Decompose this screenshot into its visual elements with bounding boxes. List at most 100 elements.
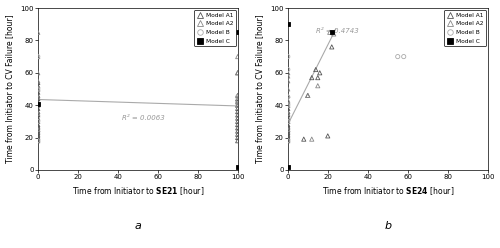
Point xyxy=(234,135,241,139)
Point xyxy=(284,103,292,107)
Point xyxy=(34,132,42,136)
Point xyxy=(34,119,42,123)
Point xyxy=(284,74,292,78)
Point xyxy=(234,93,241,97)
Point xyxy=(326,30,334,34)
Point xyxy=(284,135,292,139)
Point xyxy=(34,129,42,133)
Point xyxy=(34,119,42,123)
Point xyxy=(34,55,42,59)
Point xyxy=(284,119,292,123)
Point xyxy=(234,98,241,102)
Point xyxy=(284,123,292,126)
Point xyxy=(284,113,292,117)
Point xyxy=(234,165,241,169)
Point xyxy=(234,126,241,130)
Point xyxy=(34,81,42,85)
Point xyxy=(34,71,42,75)
Point xyxy=(284,124,292,128)
Point xyxy=(34,87,42,91)
Point xyxy=(34,100,42,104)
Point xyxy=(394,55,402,59)
Point xyxy=(314,76,322,80)
Point xyxy=(328,45,336,49)
X-axis label: Time from Initiator to $\mathbf{SE24}$ [hour]: Time from Initiator to $\mathbf{SE24}$ [… xyxy=(322,186,454,197)
Point xyxy=(330,32,338,36)
Point xyxy=(234,30,241,34)
Point xyxy=(300,137,308,141)
Point xyxy=(34,137,42,141)
Point xyxy=(284,119,292,123)
Text: R² = 0.4743: R² = 0.4743 xyxy=(316,28,358,34)
Point xyxy=(284,139,292,143)
Point xyxy=(34,101,42,105)
Point xyxy=(234,116,241,120)
Point xyxy=(234,139,241,143)
Point xyxy=(34,93,42,97)
Point xyxy=(304,93,312,97)
Legend: Model A1, Model A2, Model B, Model C: Model A1, Model A2, Model B, Model C xyxy=(194,10,236,46)
Point xyxy=(34,106,42,110)
Point xyxy=(34,87,42,91)
Point xyxy=(284,126,292,130)
Point xyxy=(34,123,42,126)
Point xyxy=(34,95,42,99)
Point xyxy=(284,103,292,107)
Point xyxy=(400,55,407,59)
Point xyxy=(34,131,42,135)
Point xyxy=(324,134,332,138)
Point xyxy=(34,124,42,128)
Point xyxy=(284,22,292,26)
X-axis label: Time from Initiator to $\mathbf{SE21}$ [hour]: Time from Initiator to $\mathbf{SE21}$ [… xyxy=(72,186,204,197)
Point xyxy=(284,116,292,120)
Point xyxy=(284,110,292,114)
Point xyxy=(284,98,292,102)
Point xyxy=(284,129,292,133)
Point xyxy=(34,30,42,34)
Point xyxy=(34,113,42,117)
Point xyxy=(316,71,324,75)
Point xyxy=(34,135,42,139)
Point xyxy=(34,127,42,131)
Point xyxy=(34,79,42,83)
Point xyxy=(284,95,292,99)
Point xyxy=(308,137,316,141)
Point xyxy=(284,134,292,138)
Y-axis label: Time from Initiator to CV Failure [hour]: Time from Initiator to CV Failure [hour] xyxy=(256,15,264,163)
Point xyxy=(234,97,241,101)
Point xyxy=(234,71,241,75)
Y-axis label: Time from Initiator to CV Failure [hour]: Time from Initiator to CV Failure [hour] xyxy=(6,15,15,163)
Point xyxy=(234,103,241,107)
Point xyxy=(234,103,241,107)
Point xyxy=(308,76,316,80)
Point xyxy=(34,134,42,138)
Point xyxy=(284,106,292,110)
Point xyxy=(34,84,42,88)
Point xyxy=(34,111,42,115)
Point xyxy=(34,139,42,143)
Point xyxy=(234,110,241,114)
Legend: Model A1, Model A2, Model B, Model C: Model A1, Model A2, Model B, Model C xyxy=(444,10,486,46)
Point xyxy=(284,165,292,169)
Point xyxy=(328,30,336,34)
Point xyxy=(34,90,42,94)
Point xyxy=(284,67,292,71)
Point xyxy=(234,100,241,104)
Point xyxy=(314,84,322,88)
Point xyxy=(234,113,241,117)
Text: b: b xyxy=(384,221,392,231)
Point xyxy=(234,93,241,97)
Point xyxy=(34,87,42,91)
Point xyxy=(284,139,292,143)
Point xyxy=(34,127,42,131)
Point xyxy=(284,132,292,136)
Point xyxy=(304,93,312,97)
Text: R² = 0.0063: R² = 0.0063 xyxy=(122,115,164,121)
Point xyxy=(234,119,241,123)
Text: a: a xyxy=(134,221,141,231)
Point xyxy=(284,79,292,83)
Point xyxy=(34,97,42,101)
Point xyxy=(284,137,292,141)
Point xyxy=(34,126,42,130)
Point xyxy=(234,106,241,110)
